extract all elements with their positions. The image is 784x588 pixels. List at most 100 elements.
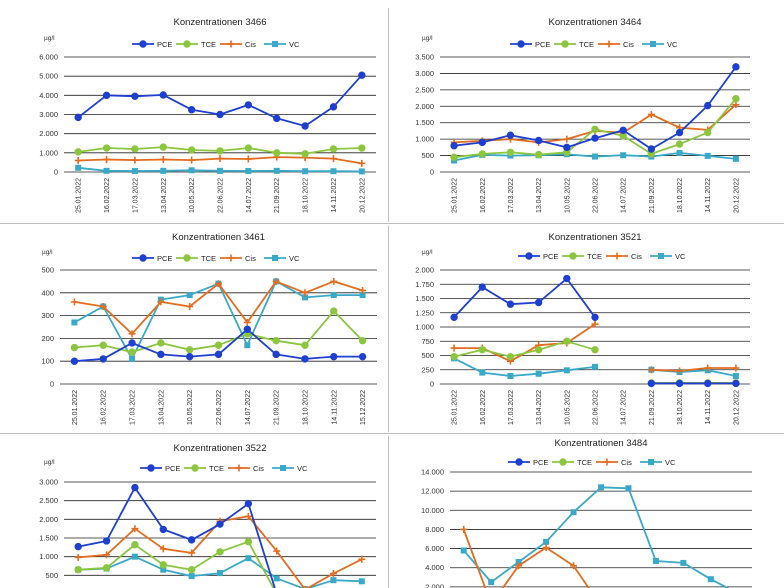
chart-3: Konzentrationen 3461 µg/l 0 100 200 300 400 500… [41, 232, 377, 425]
data-point-tce [534, 150, 543, 159]
data-point-pce [102, 91, 111, 100]
y-tick-label: 500 [421, 351, 434, 360]
data-point-pce [647, 379, 656, 388]
legend-marker-pce [515, 458, 523, 466]
y-tick-label: 0 [430, 168, 434, 177]
legend-label-pce: PCE [533, 458, 548, 467]
data-point-tce [214, 341, 223, 349]
data-point-cis [329, 155, 337, 163]
series-cis [460, 525, 590, 588]
x-tick-label: 10.05.2022 [189, 178, 196, 213]
legend: PCE TCE Cis VC [508, 458, 676, 467]
x-tick-label: 16.02.2022 [480, 390, 487, 425]
data-point-cis [304, 586, 306, 588]
y-unit-label: µg/l [44, 35, 55, 42]
legend-label-pce: PCE [535, 40, 550, 49]
series-pce [70, 325, 367, 365]
legend-label-pce: PCE [157, 254, 172, 263]
data-point-vc [217, 167, 223, 174]
y-tick-label: 750 [421, 337, 434, 346]
data-point-vc [507, 373, 514, 380]
data-point-cis [243, 318, 251, 326]
data-point-pce [563, 143, 571, 152]
series-line-pce [78, 486, 276, 588]
data-point-vc [359, 292, 366, 299]
data-point-vc [131, 168, 138, 175]
x-tick-label: 22.06.2022 [593, 178, 600, 213]
data-point-pce [358, 352, 367, 361]
data-point-pce [506, 131, 515, 139]
y-tick-label: 1.500 [415, 118, 434, 127]
x-tick-label: 14.07.2022 [245, 390, 252, 425]
data-point-tce [185, 346, 194, 354]
data-point-tce [506, 148, 515, 156]
data-point-pce [159, 91, 167, 99]
chart-title: Konzentrationen 3466 [174, 17, 267, 28]
x-tick-label: 21.09.2022 [649, 178, 656, 213]
y-tick-label: 250 [421, 365, 434, 374]
data-point-tce [704, 128, 712, 137]
legend-marker-tce [183, 40, 191, 48]
data-point-tce [159, 561, 167, 569]
x-tick-label: 18.10.2022 [677, 178, 684, 213]
y-tick-label: 2.000 [425, 582, 444, 588]
data-point-tce [358, 144, 366, 152]
legend-label-vc: VC [289, 254, 300, 263]
data-point-vc [75, 164, 82, 171]
data-point-cis [358, 159, 366, 167]
series-cis [74, 153, 366, 167]
data-point-pce [732, 63, 740, 71]
panel-divider-horizontal-2 [0, 433, 784, 434]
legend-marker-cis [227, 254, 235, 262]
data-point-pce [131, 92, 139, 100]
legend-marker-cis [603, 458, 611, 466]
data-point-vc [245, 168, 252, 175]
data-point-tce [506, 352, 515, 361]
data-point-vc [598, 484, 604, 491]
data-point-tce [732, 95, 740, 103]
legend-marker-pce [147, 464, 155, 472]
y-tick-label: 500 [41, 266, 54, 275]
x-tick-label: 13.04.2022 [158, 390, 165, 425]
data-point-vc [543, 538, 550, 545]
data-point-tce [591, 125, 599, 133]
series-line-vc [463, 486, 730, 588]
y-tick-label: 100 [41, 357, 54, 366]
legend-label-cis: Cis [245, 254, 256, 263]
data-point-tce [187, 146, 196, 154]
chart-title: Konzentrationen 3522 [174, 443, 267, 454]
x-tick-label: 22.06.2022 [593, 390, 600, 425]
data-point-cis [647, 366, 655, 374]
legend-label-vc: VC [289, 40, 300, 49]
legend-label-vc: VC [667, 40, 678, 49]
data-point-vc [732, 155, 739, 162]
legend-marker-tce [183, 254, 191, 262]
data-point-cis [244, 155, 252, 163]
y-unit-label: µg/l [422, 35, 433, 42]
legend-label-cis: Cis [631, 252, 642, 261]
data-point-tce [131, 541, 139, 549]
data-point-pce [74, 542, 82, 551]
data-point-tce [187, 566, 196, 574]
y-tick-label: 500 [45, 571, 58, 580]
data-point-tce [478, 150, 486, 158]
data-point-vc [131, 553, 138, 560]
chart-1: Konzentrationen 3466 µg/l 0 1.000 2.000 3.000… [39, 17, 376, 213]
x-tick-label: 25.01.2022 [452, 390, 459, 425]
series-tce [450, 95, 740, 161]
legend-label-pce: PCE [543, 252, 558, 261]
data-point-cis [188, 156, 196, 164]
data-point-vc [704, 152, 711, 159]
data-point-cis [74, 553, 82, 561]
y-tick-label: 8.000 [425, 525, 444, 534]
data-point-tce [273, 149, 281, 157]
data-point-tce [478, 346, 486, 354]
y-tick-label: 10.000 [421, 506, 444, 515]
series-vc [75, 164, 365, 175]
data-point-vc [217, 570, 223, 577]
series-tce [450, 337, 740, 387]
legend-label-tce: TCE [201, 254, 216, 263]
x-tick-label: 13.04.2022 [536, 390, 543, 425]
legend-marker-cis [235, 464, 243, 472]
